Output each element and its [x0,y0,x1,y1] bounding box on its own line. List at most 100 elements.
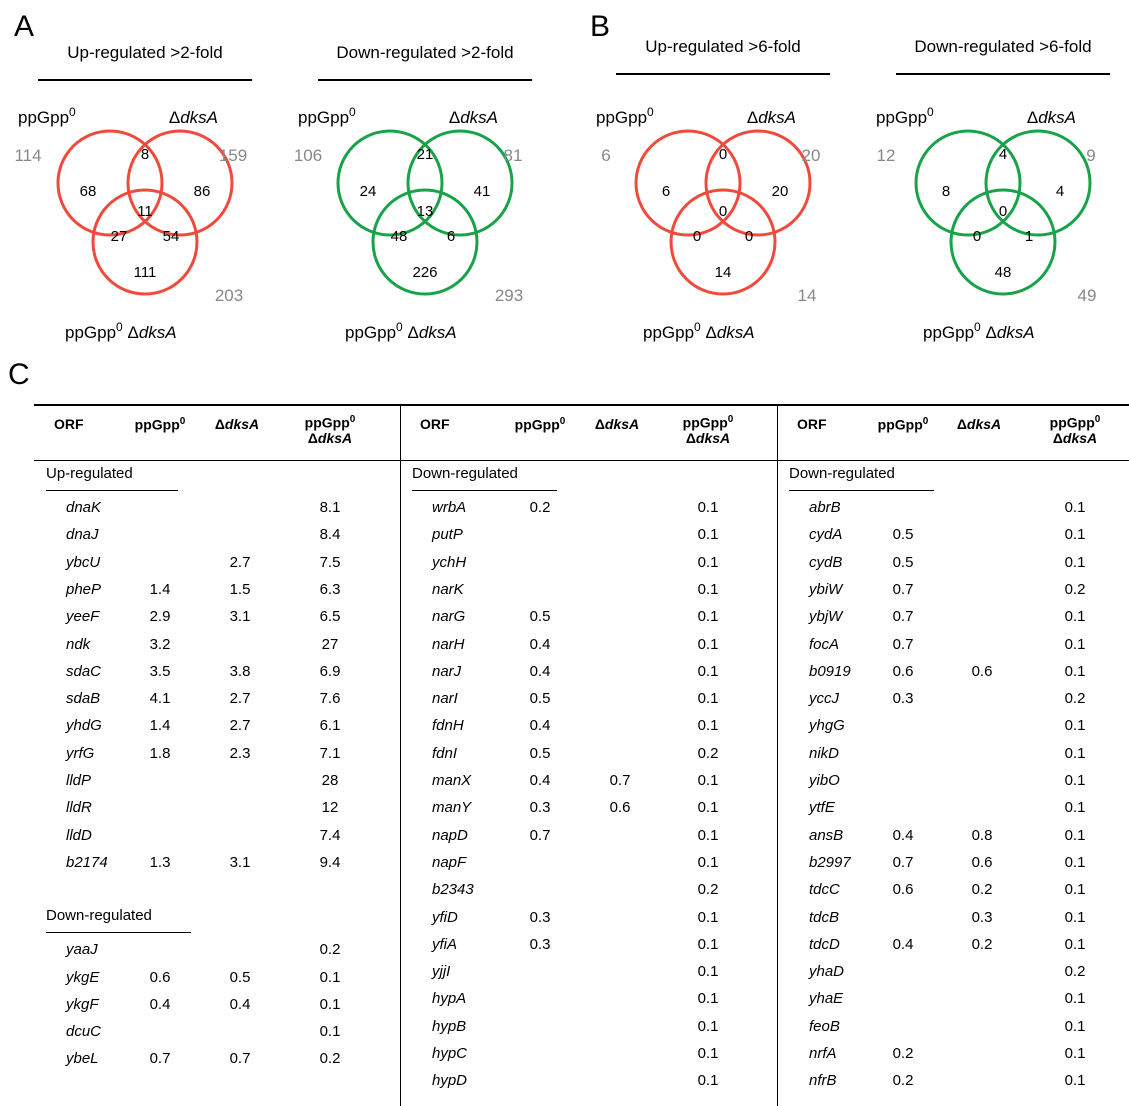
value-ppgpp [520,986,560,1012]
section-underline [789,490,934,491]
value-ppgpp-dksa: 6.9 [319,662,341,680]
value-dksa [962,604,1002,630]
value-ppgpp: 1.4 [149,717,171,735]
value-ppgpp: 0.3 [529,935,551,953]
venn-total-a: 12 [877,146,896,165]
value-ppgpp [883,959,923,985]
value-ppgpp: 0.7 [892,608,914,626]
venn-count-bc: 6 [447,228,455,245]
value-dksa [962,986,1002,1012]
orf-name: dcuC [66,1023,102,1041]
value-ppgpp-dksa: 9.4 [319,853,341,871]
value-dksa: 0.5 [229,968,251,986]
orf-name: napD [432,826,468,844]
orf-name: sdaC [66,662,102,680]
value-ppgpp: 0.3 [529,908,551,926]
orf-name: ytfE [809,799,835,817]
value-ppgpp [520,959,560,985]
value-dksa [962,795,1002,821]
venn-count-b-only: 4 [1056,183,1064,200]
header-ppgpp: ppGpp0 [134,416,186,433]
value-dksa [962,768,1002,794]
value-ppgpp [883,768,923,794]
orf-name: ybjW [809,608,843,626]
venn-count-ab: 8 [141,146,149,163]
value-ppgpp: 0.4 [529,772,551,789]
value-ppgpp-dksa: 0.1 [697,1045,719,1062]
orf-name: b0919 [809,662,851,680]
value-dksa [600,577,640,603]
header-ppgpp: ppGpp0 [514,416,566,433]
venn-total-a: 106 [294,146,322,165]
venn-count-b-only: 86 [194,183,211,200]
value-dksa [600,632,640,658]
venn-total-b: 20 [802,146,821,165]
value-dksa [962,577,1002,603]
orf-name: yaaJ [66,941,98,959]
venn-label-b: ΔdksA [1027,108,1076,127]
value-ppgpp [140,522,180,548]
venn-count-ab: 4 [999,146,1007,163]
venn-total-c: 49 [1078,286,1097,305]
header-orf: ORF [420,416,450,432]
value-ppgpp-dksa: 0.2 [1064,690,1086,708]
orf-name: yibO [809,772,840,789]
value-dksa [962,1068,1002,1094]
value-ppgpp-dksa: 28 [321,772,339,789]
value-ppgpp: 0.4 [529,717,551,735]
venn-count-a-only: 68 [80,183,97,200]
venn-count-abc: 13 [417,203,434,220]
venn-svg: Up-regulated >2-fold ppGpp0 ΔdksA ppGpp0 Δd… [14,37,1110,342]
value-dksa: 3.1 [229,608,251,626]
venn-label-a: ppGpp0 [298,105,356,127]
header-ppgpp-dksa: ppGpp0 ΔdksA [1049,414,1101,446]
orf-name: manX [432,772,472,789]
value-ppgpp-dksa: 0.1 [697,799,719,817]
venn-total-c: 14 [798,286,817,305]
value-ppgpp-dksa: 0.1 [697,580,719,598]
venn-total-b: 81 [504,146,523,165]
value-ppgpp [883,713,923,739]
section-underline [412,490,557,491]
orf-name: ychH [432,553,467,571]
orf-name: b2174 [66,853,108,871]
orf-name: tdcC [809,881,840,899]
value-dksa: 0.7 [229,1050,251,1068]
value-dksa [600,850,640,876]
value-dksa [220,1019,260,1045]
header-ppgpp-dksa: ppGpp0 ΔdksA [304,414,356,446]
value-ppgpp-dksa: 0.1 [1064,772,1086,789]
value-ppgpp [140,1019,180,1045]
value-dksa: 1.5 [229,580,251,598]
value-dksa: 2.3 [229,744,251,762]
value-ppgpp-dksa: 0.1 [697,717,719,735]
venn-title: Up-regulated >2-fold [67,43,222,62]
venn-label-b: ΔdksA [747,108,796,127]
orf-name: yfiA [432,935,458,953]
section-title: Down-regulated [412,465,518,482]
value-ppgpp-dksa: 0.2 [1064,963,1086,981]
venn-count-abc: 11 [137,203,153,220]
value-dksa [962,495,1002,521]
venn-count-c-only: 14 [715,264,732,281]
orf-name: yhgG [809,717,845,735]
value-ppgpp: 0.5 [892,526,914,544]
value-ppgpp-dksa: 8.1 [319,499,341,516]
value-ppgpp-dksa: 0.1 [697,963,719,981]
value-ppgpp-dksa: 6.5 [319,608,341,626]
value-dksa: 0.4 [229,995,251,1013]
value-dksa: 0.7 [609,772,631,789]
venn-count-ac: 27 [111,228,128,245]
value-dksa: 0.6 [971,662,993,680]
value-ppgpp-dksa: 0.1 [697,635,719,653]
value-ppgpp [883,741,923,767]
section-title: Down-regulated [46,907,152,925]
orf-name: focA [809,635,840,653]
value-dksa: 0.8 [971,826,993,844]
venn-circle-c [371,188,479,296]
value-ppgpp [140,550,180,576]
orf-name: narI [432,690,458,708]
value-dksa [600,1041,640,1067]
venn-count-bc: 54 [163,228,180,245]
venn-total-c: 203 [215,286,243,305]
